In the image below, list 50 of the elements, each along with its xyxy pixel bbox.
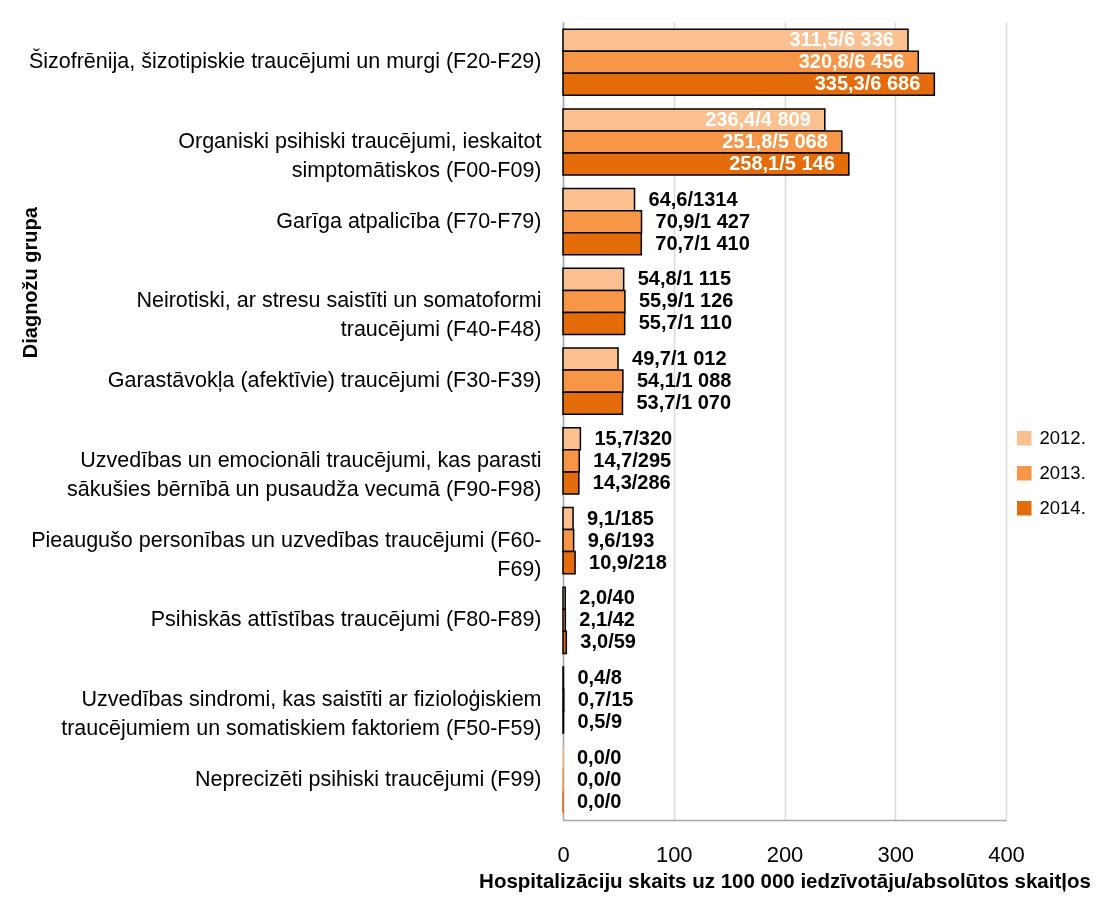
data-label: 55,9/1 126 bbox=[638, 289, 734, 312]
data-label: 64,6/1314 bbox=[648, 187, 739, 210]
data-label: 0,5/9 bbox=[577, 710, 623, 733]
data-label: 0,0/0 bbox=[577, 789, 622, 812]
data-label: 320,8/6 456 bbox=[798, 50, 905, 73]
y-tick-label: Neirotiski, ar stresu saistīti un somatoformi traucējumi (F40-F48) bbox=[136, 288, 542, 342]
data-label: 335,3/6 686 bbox=[814, 72, 921, 95]
data-label: 9,6/193 bbox=[587, 528, 655, 551]
data-label: 0,7/15 bbox=[577, 688, 634, 711]
data-label: 54,1/1 088 bbox=[636, 369, 732, 392]
data-label: 9,1/185 bbox=[587, 506, 654, 529]
legend-label: 2012. bbox=[1039, 427, 1086, 449]
legend-label: 2013. bbox=[1039, 462, 1086, 484]
data-label: 55,7/1 110 bbox=[638, 311, 733, 334]
data-label: 70,9/1 427 bbox=[655, 209, 751, 232]
data-label: 311,5/6 336 bbox=[789, 28, 894, 51]
data-label: 3,0/59 bbox=[580, 630, 636, 653]
y-tick-label: Psihiskās attīstības traucējumi (F80-F89) bbox=[150, 607, 542, 632]
x-tick-label: 100 bbox=[655, 841, 693, 867]
data-label: 14,7/295 bbox=[593, 448, 672, 471]
data-label: 53,7/1 070 bbox=[636, 391, 731, 414]
y-axis-title: Diagnožu grupa bbox=[18, 206, 41, 359]
data-label: 258,1/5 146 bbox=[729, 152, 835, 175]
y-tick-label: Garīga atpalicība (F70-F79) bbox=[276, 208, 542, 233]
x-tick-label: 0 bbox=[557, 841, 570, 867]
data-label: 54,8/1 115 bbox=[637, 267, 732, 290]
y-tick-label: Organiski psihiski traucējumi, ieskaitot simptomātiskos (F00-F09) bbox=[178, 128, 542, 182]
data-label: 10,9/218 bbox=[589, 550, 667, 573]
x-tick-label: 400 bbox=[988, 841, 1025, 867]
data-label: 15,7/320 bbox=[594, 426, 673, 449]
x-axis-title: Hospitalizāciju skaits uz 100 000 iedzīvotāju/absolūtos skaitļos bbox=[479, 868, 1091, 892]
data-label: 0,0/0 bbox=[577, 767, 622, 790]
data-label: 0,0/0 bbox=[577, 745, 622, 768]
data-label: 0,4/8 bbox=[577, 665, 622, 688]
y-tick-label: Uzvedības sindromi, kas saistīti ar fizioloģiskiem traucējumiem un somatiskiem faktoriem (F50-F59) bbox=[61, 687, 542, 741]
x-tick-label: 200 bbox=[766, 841, 804, 867]
data-label: 236,4/4 809 bbox=[705, 107, 811, 130]
y-tick-label: Šizofrēnija, šizotipiskie traucējumi un murgi (F20-F29) bbox=[28, 48, 542, 74]
y-tick-label: Uzvedības un emocionāli traucējumi, kas parasti sākušies bērnībā un pusaudža vecumā (F90-F98) bbox=[67, 447, 542, 501]
y-tick-label: Pieaugušo personības un uzvedības traucējumi (F60- F69) bbox=[31, 527, 542, 581]
data-label: 49,7/1 012 bbox=[632, 347, 727, 370]
x-tick-label: 300 bbox=[877, 841, 915, 867]
data-label: 14,3/286 bbox=[592, 470, 671, 493]
data-label: 251,8/5 068 bbox=[722, 129, 828, 152]
data-label: 2,1/42 bbox=[579, 608, 635, 631]
legend-label: 2014. bbox=[1039, 497, 1086, 519]
data-label: 2,0/40 bbox=[579, 586, 635, 609]
y-tick-label: Neprecizēti psihiski traucējumi (F99) bbox=[195, 766, 542, 791]
y-tick-label: Garastāvokļa (afektīvie) traucējumi (F30-F39) bbox=[107, 368, 542, 393]
data-label: 70,7/1 410 bbox=[655, 231, 750, 254]
